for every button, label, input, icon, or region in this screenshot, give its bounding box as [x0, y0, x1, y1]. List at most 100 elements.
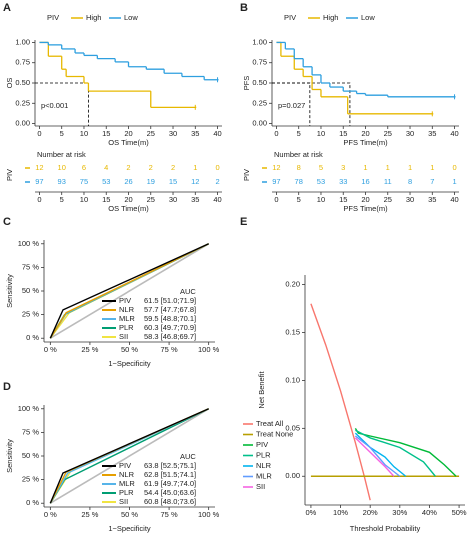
risk-count: 7 [430, 177, 434, 186]
x-tick-label: 0% [306, 508, 317, 517]
legend-title: AUC [180, 287, 196, 296]
y-tick-label: 1.00 [15, 37, 30, 46]
y-tick-label: 0.75 [15, 58, 30, 67]
x-tick-label: 15 [102, 129, 110, 138]
y-tick-label: 0.15 [285, 327, 300, 336]
risk-count: 1 [193, 163, 197, 172]
x-tick-label: 0 [37, 195, 41, 204]
median-line [35, 82, 89, 126]
legend-auc: 59.5 [48.8;70.1] [144, 314, 196, 323]
panel-label: B [240, 2, 248, 14]
x-tick-label: 0 [37, 129, 41, 138]
legend-title: PIV [47, 13, 59, 22]
x-tick-label: 40 [213, 129, 221, 138]
y-tick-label: 100 % [18, 404, 40, 413]
median-line [272, 82, 351, 126]
y-tick-label: 0.00 [252, 119, 267, 128]
y-axis-label: PIV [5, 169, 14, 181]
x-tick-label: 0 [274, 129, 278, 138]
curve [310, 303, 371, 501]
risk-count: 33 [339, 177, 347, 186]
y-axis-label: PFS [242, 76, 251, 91]
panel-label: D [3, 381, 11, 393]
curve [354, 435, 401, 477]
y-tick-label: 0.75 [252, 58, 267, 67]
y-tick-label: 0 % [26, 333, 39, 342]
y-tick-label: 75 % [22, 262, 39, 271]
risk-count: 1 [408, 163, 412, 172]
x-tick-label: 40% [422, 508, 437, 517]
x-tick-label: 20 [361, 195, 369, 204]
y-axis-label: Sensitivity [5, 274, 14, 308]
curve [354, 432, 407, 477]
legend-title: PIV [284, 13, 296, 22]
x-tick-label: 10 [80, 195, 88, 204]
legend-auc: 58.3 [46.8;69.7] [144, 332, 196, 341]
table-title: Number at risk [274, 150, 323, 159]
y-axis-label: OS [5, 78, 14, 89]
y-axis-label: Sensitivity [5, 439, 14, 473]
risk-count: 2 [171, 163, 175, 172]
legend-auc: 63.8 [52.5;75.1] [144, 461, 196, 470]
risk-count: 2 [149, 163, 153, 172]
legend-label: MLR [256, 471, 272, 480]
y-tick-label: 0.25 [252, 98, 267, 107]
y-tick-label: 100 % [18, 239, 40, 248]
legend-auc: 54.4 [45.0;63.6] [144, 488, 196, 497]
risk-count: 97 [272, 177, 280, 186]
legend-label: SII [119, 497, 128, 506]
risk-count: 26 [124, 177, 132, 186]
p-value: p<0.001 [41, 101, 68, 110]
risk-count: 15 [169, 177, 177, 186]
x-tick-label: 50 % [121, 510, 138, 519]
table-title: Number at risk [37, 150, 86, 159]
x-tick-label: 100 % [198, 510, 220, 519]
x-tick-label: 10 [317, 129, 325, 138]
x-tick-label: 30 [169, 195, 177, 204]
y-tick-label: 50 % [22, 286, 39, 295]
x-tick-label: 75 % [161, 510, 178, 519]
risk-count: 93 [58, 177, 66, 186]
legend-label: PLR [119, 488, 134, 497]
x-tick-label: 15 [339, 195, 347, 204]
x-tick-label: 20% [363, 508, 378, 517]
panel-label: C [3, 216, 11, 228]
x-tick-label: 5 [297, 195, 301, 204]
x-axis-label: 1−Specificity [108, 359, 151, 368]
x-tick-label: 50% [452, 508, 467, 517]
legend-label: Treat All [256, 419, 284, 428]
risk-count: 53 [317, 177, 325, 186]
risk-count: 8 [408, 177, 412, 186]
x-tick-label: 25 % [81, 345, 98, 354]
risk-count: 2 [215, 177, 219, 186]
x-axis-label: Threshold Probability [350, 524, 421, 533]
legend-label: Low [124, 13, 138, 22]
risk-count: 53 [102, 177, 110, 186]
y-tick-label: 25 % [22, 310, 39, 319]
x-tick-label: 25 % [81, 510, 98, 519]
risk-count: 12 [191, 177, 199, 186]
risk-count: 16 [361, 177, 369, 186]
risk-count: 5 [319, 163, 323, 172]
legend-auc: 60.8 [48.0;73.6] [144, 497, 196, 506]
x-tick-label: 75 % [161, 345, 178, 354]
legend-label: PIV [119, 461, 131, 470]
x-tick-label: 25 [147, 129, 155, 138]
x-axis-label: PFS Time(m) [343, 204, 388, 213]
x-tick-label: 0 % [44, 345, 57, 354]
curve [355, 429, 436, 477]
risk-count: 97 [35, 177, 43, 186]
legend-label: Low [361, 13, 375, 22]
y-tick-label: 0.25 [15, 98, 30, 107]
y-tick-label: 0.00 [15, 119, 30, 128]
x-tick-label: 40 [450, 129, 458, 138]
x-tick-label: 30 [169, 129, 177, 138]
x-tick-label: 15 [339, 129, 347, 138]
curve [354, 427, 457, 477]
reference-diagonal [49, 243, 210, 339]
risk-count: 1 [452, 177, 456, 186]
y-tick-label: 0 % [26, 498, 39, 507]
curve [49, 243, 209, 339]
